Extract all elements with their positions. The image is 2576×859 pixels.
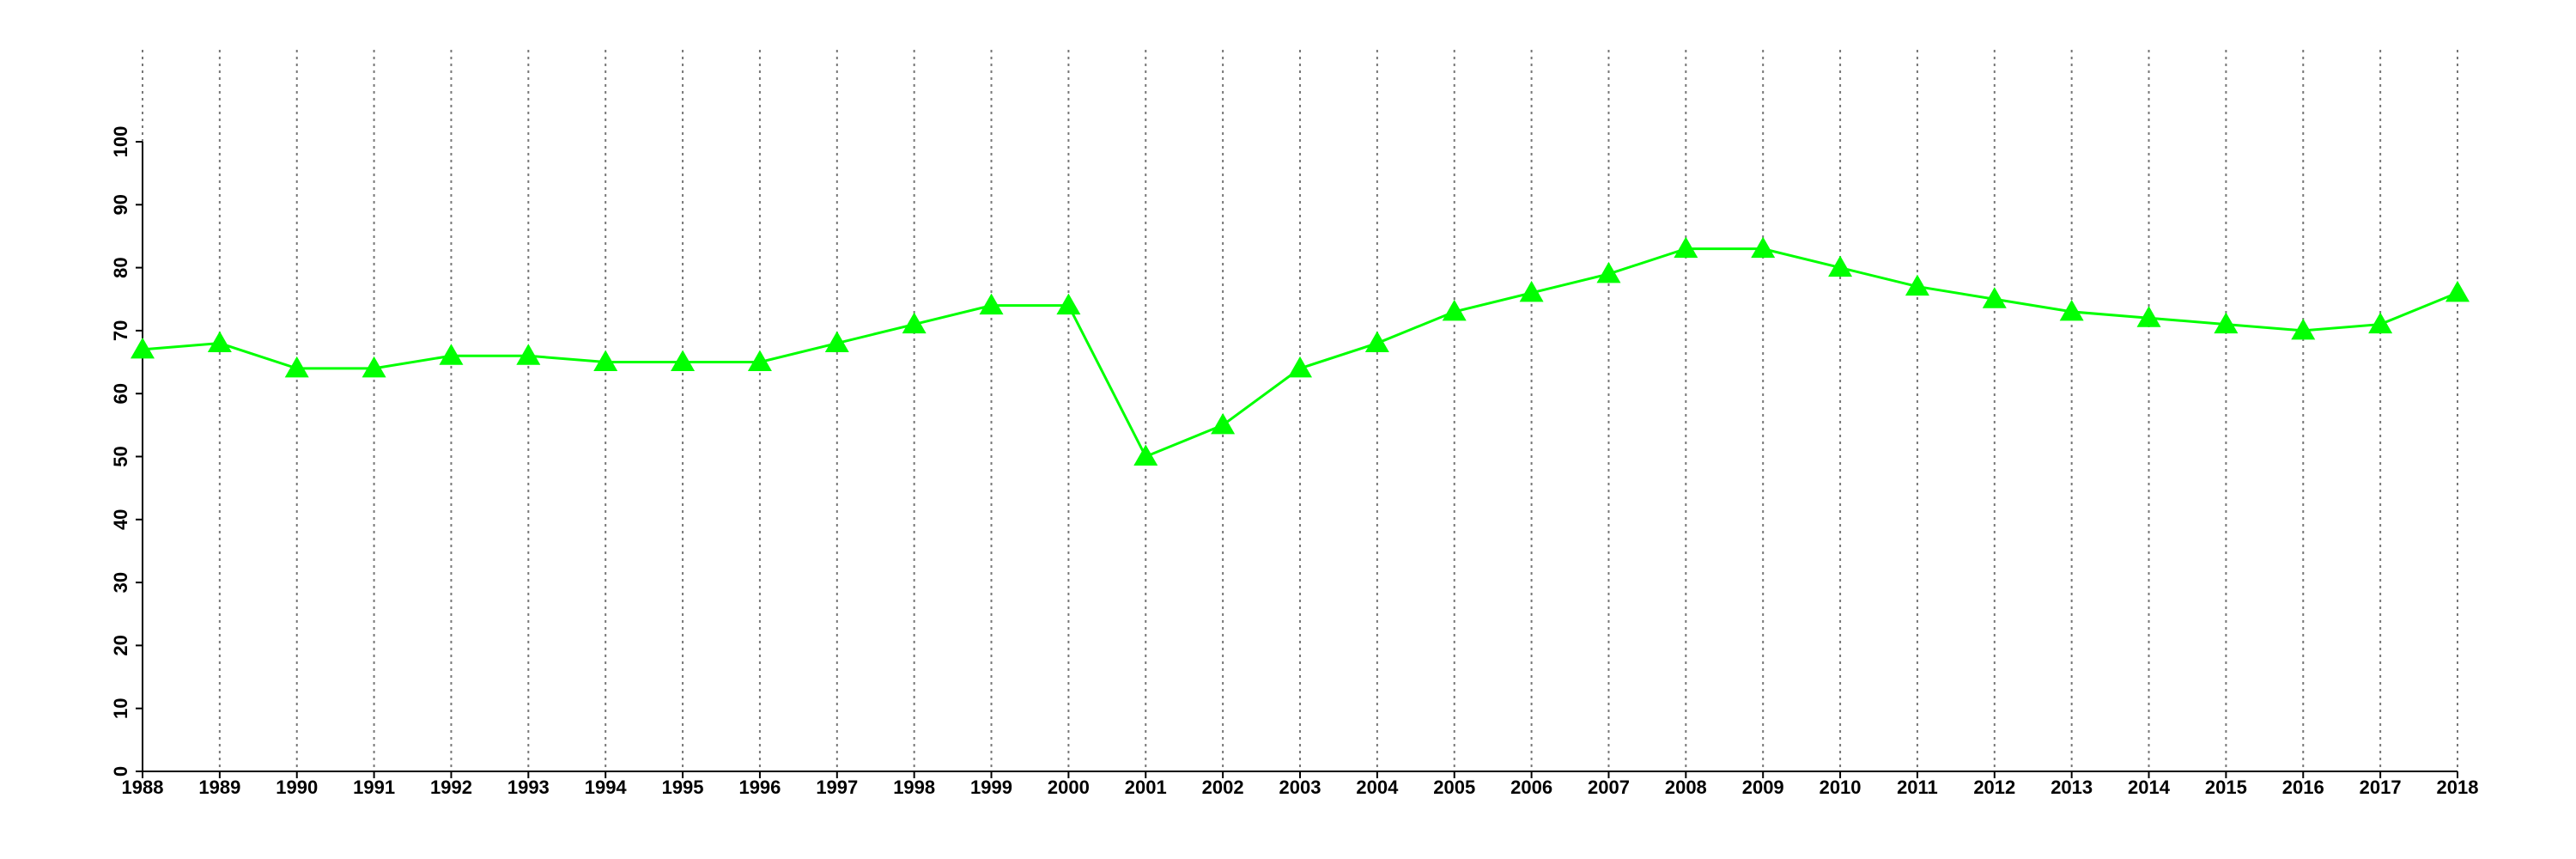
marker (1828, 255, 1853, 277)
y-tick-label: 10 (110, 698, 131, 718)
x-tick-label: 1994 (585, 777, 628, 798)
marker (1674, 236, 1698, 259)
x-tick-label: 2004 (1356, 777, 1399, 798)
marker (1056, 293, 1081, 315)
x-tick-label: 2003 (1279, 777, 1321, 798)
marker (2059, 299, 2084, 321)
marker (2291, 318, 2316, 340)
marker (671, 350, 696, 372)
x-tick-label: 2008 (1665, 777, 1707, 798)
marker (2368, 312, 2393, 334)
x-tick-label: 2015 (2205, 777, 2247, 798)
marker (131, 337, 155, 359)
marker (516, 344, 541, 365)
marker (1442, 299, 1467, 321)
marker (361, 356, 386, 378)
marker (2214, 312, 2239, 334)
marker (1519, 280, 1544, 302)
marker (2445, 280, 2470, 302)
marker (1596, 261, 1621, 283)
marker (1211, 412, 1236, 435)
x-tick-label: 1993 (507, 777, 550, 798)
x-tick-label: 2000 (1048, 777, 1090, 798)
x-tick-label: 1992 (430, 777, 472, 798)
x-tick-label: 2018 (2437, 777, 2479, 798)
x-tick-label: 1989 (198, 777, 240, 798)
x-tick-label: 2013 (2050, 777, 2093, 798)
x-tick-label: 1997 (816, 777, 858, 798)
marker (979, 293, 1004, 315)
x-tick-label: 2010 (1820, 777, 1862, 798)
marker (439, 344, 464, 365)
x-tick-label: 1990 (276, 777, 318, 798)
x-tick-label: 2007 (1588, 777, 1630, 798)
y-tick-label: 90 (110, 194, 131, 215)
marker (902, 312, 927, 334)
y-tick-label: 30 (110, 572, 131, 593)
y-tick-label: 20 (110, 635, 131, 655)
y-tick-label: 60 (110, 383, 131, 404)
x-tick-label: 2009 (1742, 777, 1784, 798)
marker (1288, 356, 1312, 378)
x-tick-label: 2012 (1973, 777, 2015, 798)
y-tick-label: 0 (110, 766, 131, 777)
marker (2136, 306, 2161, 327)
y-tick-label: 100 (110, 126, 131, 158)
marker (284, 356, 309, 378)
y-tick-label: 80 (110, 257, 131, 277)
x-tick-label: 1991 (353, 777, 395, 798)
y-tick-label: 70 (110, 320, 131, 341)
marker (824, 331, 849, 353)
x-tick-label: 2002 (1202, 777, 1244, 798)
x-tick-label: 1998 (893, 777, 935, 798)
x-tick-label: 2001 (1125, 777, 1167, 798)
y-tick-label: 40 (110, 509, 131, 530)
x-tick-label: 1999 (970, 777, 1012, 798)
marker (1133, 444, 1158, 466)
marker (207, 331, 232, 353)
x-tick-label: 2016 (2282, 777, 2324, 798)
x-tick-label: 2005 (1433, 777, 1475, 798)
marker (1751, 236, 1776, 259)
x-tick-label: 1996 (738, 777, 781, 798)
x-tick-label: 2017 (2360, 777, 2402, 798)
y-tick-label: 50 (110, 446, 131, 466)
marker (1982, 287, 2007, 308)
x-tick-label: 2006 (1510, 777, 1552, 798)
x-tick-label: 1988 (122, 777, 164, 798)
x-tick-label: 2011 (1897, 777, 1938, 798)
x-tick-label: 1995 (662, 777, 704, 798)
marker (1364, 331, 1389, 353)
marker (593, 350, 618, 372)
marker (1905, 274, 1929, 296)
x-tick-label: 2014 (2128, 777, 2171, 798)
marker (747, 350, 772, 372)
